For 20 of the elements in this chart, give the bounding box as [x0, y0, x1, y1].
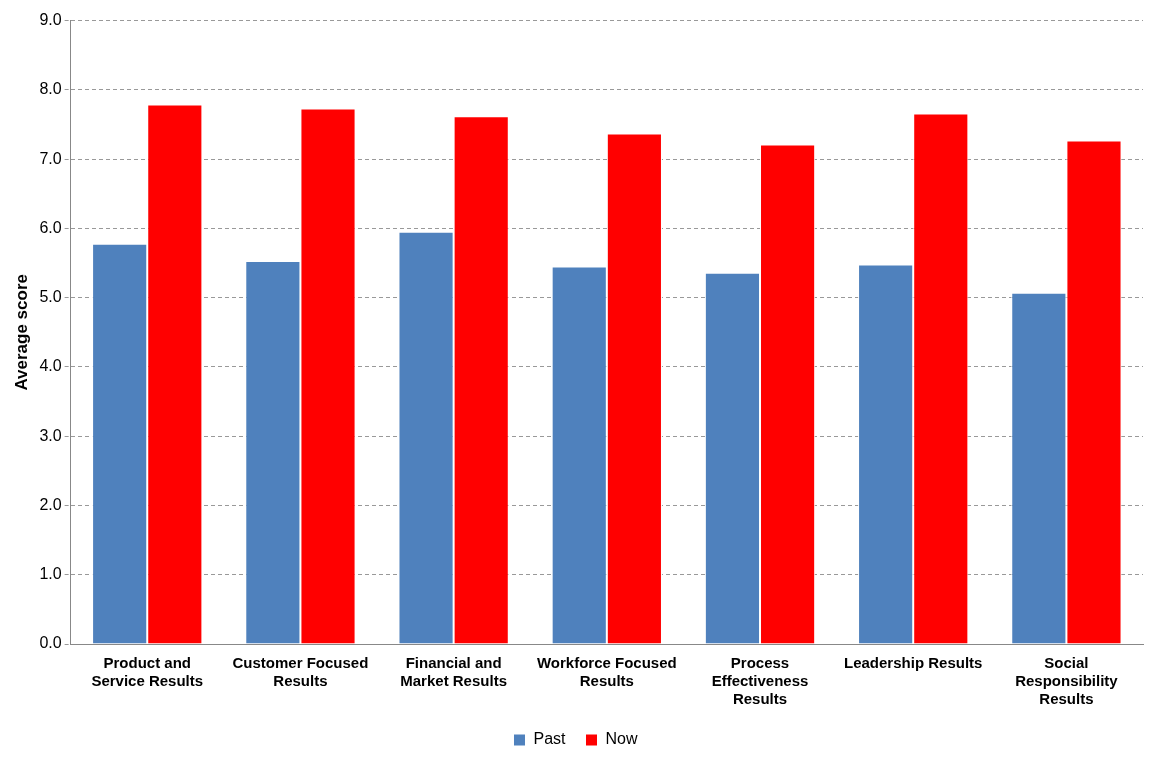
x-tick-label: Social Responsibility Results	[1015, 654, 1119, 708]
y-tick-label: 7.0	[39, 149, 62, 167]
y-tick-label: 1.0	[39, 565, 62, 583]
y-tick-label: 4.0	[39, 357, 62, 375]
legend-label: Past	[533, 730, 567, 748]
y-tick-label: 6.0	[39, 218, 62, 236]
y-tick-label: 2.0	[39, 495, 62, 513]
x-tick-label: Leadership Results	[844, 654, 983, 672]
x-tick-label: Financial and Market Results	[400, 654, 507, 690]
x-tick-label: Product and Service Results	[91, 654, 204, 690]
x-tick-label: Customer Focused Results	[232, 654, 369, 690]
x-tick-label: Process Effectiveness Results	[711, 654, 809, 708]
y-tick-label: 9.0	[39, 11, 62, 29]
y-tick-label: 8.0	[39, 80, 62, 98]
y-tick-label: 5.0	[39, 288, 62, 306]
x-tick-label: Workforce Focused Results	[536, 654, 677, 690]
y-tick-label: 3.0	[39, 426, 62, 444]
y-axis-title: Average score	[11, 274, 31, 391]
y-tick-label: 0.0	[39, 634, 62, 652]
legend-label: Now	[605, 730, 638, 748]
